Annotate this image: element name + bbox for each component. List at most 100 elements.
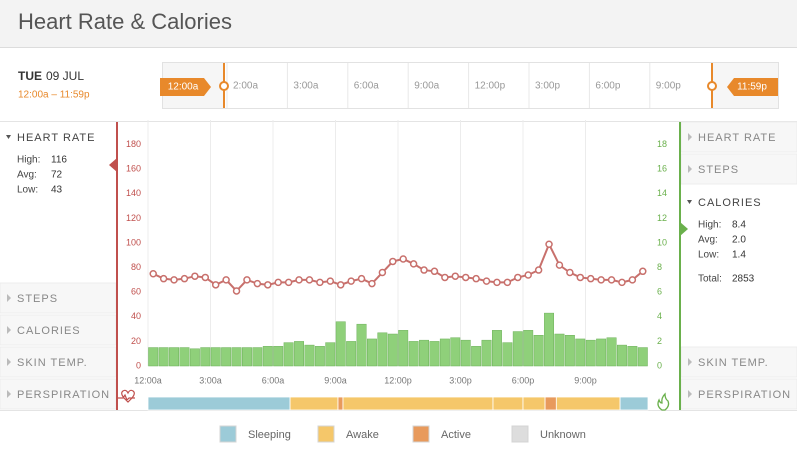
bar	[242, 347, 252, 367]
y2-tick-label: 0	[657, 360, 662, 370]
expand-arrow	[7, 358, 11, 366]
bar	[439, 338, 450, 367]
y2-tick-label: 18	[657, 139, 667, 149]
point	[253, 279, 262, 288]
bar	[210, 347, 221, 367]
stat-label: Avg:	[17, 170, 37, 181]
point	[482, 277, 491, 285]
point	[639, 267, 647, 276]
point	[170, 276, 178, 284]
point	[378, 268, 387, 277]
collapse-arrow	[6, 135, 11, 139]
bar	[262, 346, 273, 367]
metric-tab-label: HEART RATE	[698, 132, 776, 144]
point	[586, 274, 595, 283]
legend-label: Sleeping	[248, 429, 291, 441]
metric-tab-label: CALORIES	[17, 325, 81, 337]
header-bar	[0, 0, 797, 47]
x-tick-label: 12:00p	[384, 375, 412, 385]
timeline-tick-label: 6:00a	[354, 81, 379, 92]
flame-icon	[657, 392, 670, 411]
x-tick-label: 3:00a	[199, 375, 222, 385]
y-tick-label: 20	[131, 336, 141, 346]
point	[493, 278, 501, 287]
timeline	[162, 62, 779, 109]
metric-tab	[680, 378, 797, 410]
point	[472, 274, 480, 283]
y-tick-label: 140	[126, 188, 141, 198]
bar	[387, 333, 398, 367]
activity-segment	[544, 396, 557, 411]
point	[503, 278, 512, 287]
stat-value: 72	[51, 170, 63, 181]
heart-icon	[118, 389, 135, 403]
bar	[596, 338, 607, 367]
bar	[377, 332, 388, 367]
bar	[314, 346, 325, 367]
expand-arrow	[7, 294, 11, 302]
timeline-tick-label: 3:00a	[293, 81, 318, 92]
legend-swatch	[219, 425, 237, 443]
date-label: TUE 09 JUL	[18, 69, 84, 83]
bar	[408, 341, 419, 367]
metric-tab	[680, 121, 797, 153]
point	[420, 266, 428, 274]
point	[201, 273, 210, 282]
y-tick-label: 40	[131, 311, 141, 321]
y2-tick-label: 2	[657, 336, 662, 346]
point	[618, 278, 626, 287]
stat-value: 116	[51, 155, 67, 166]
point	[232, 287, 241, 295]
y2-tick-label: 8	[657, 262, 662, 272]
stat-label: Low:	[698, 250, 719, 261]
bar	[158, 347, 169, 367]
bar	[283, 342, 294, 367]
total-label: Total:	[698, 274, 722, 285]
stat-label: High:	[698, 220, 721, 231]
legend-label: Unknown	[540, 429, 586, 441]
expand-arrow	[688, 390, 692, 398]
point	[191, 272, 199, 280]
bar	[231, 347, 242, 367]
x-tick-label: 6:00a	[262, 375, 285, 385]
bar	[617, 344, 627, 367]
point	[347, 277, 355, 285]
stat-label: Low:	[17, 185, 38, 196]
right-pointer	[680, 222, 688, 236]
collapse-arrow	[687, 200, 692, 204]
point	[357, 274, 366, 283]
point	[284, 278, 293, 287]
point	[451, 272, 460, 280]
legend-label: Active	[441, 429, 471, 441]
point	[607, 276, 616, 284]
point	[524, 271, 532, 279]
y2-tick-label: 6	[657, 287, 662, 297]
point	[534, 266, 543, 274]
bar	[575, 338, 586, 367]
point	[368, 279, 376, 288]
x-tick-label: 3:00p	[449, 375, 472, 385]
y2-tick-label: 16	[657, 164, 667, 174]
legend-swatch	[511, 425, 529, 443]
point	[149, 270, 157, 278]
bar	[564, 335, 575, 367]
y-tick-label: 80	[131, 262, 141, 272]
activity-segment	[619, 396, 649, 411]
activity-segment	[492, 396, 524, 411]
metric-tab	[0, 282, 117, 314]
y-tick-label: 180	[126, 139, 141, 149]
x-tick-label: 9:00p	[574, 375, 597, 385]
page-title: Heart Rate & Calories	[18, 9, 232, 34]
timeline-handle-knob	[219, 81, 229, 91]
bar	[523, 330, 534, 367]
bar	[221, 347, 232, 367]
point	[295, 276, 303, 284]
bar	[637, 347, 648, 367]
point	[274, 278, 282, 287]
end-handle-label: 11:59p	[737, 82, 767, 93]
point	[576, 273, 585, 282]
metric-tab-label: STEPS	[17, 293, 58, 305]
point	[222, 276, 230, 284]
bar	[304, 344, 315, 367]
